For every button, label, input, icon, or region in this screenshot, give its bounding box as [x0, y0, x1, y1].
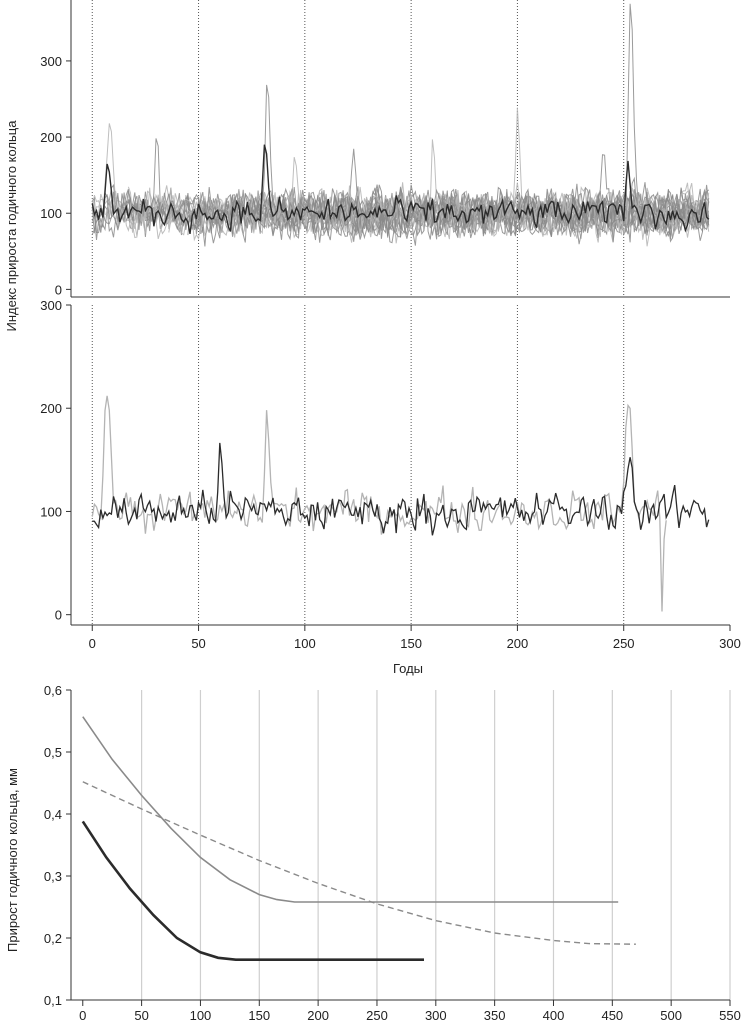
bottom-y-tick-label: 0,5	[44, 745, 62, 760]
lower-series-group	[91, 395, 710, 612]
bottom-curve-solid-gray	[82, 716, 619, 903]
bottom-y-tick-label: 0,4	[44, 807, 62, 822]
bottom-curve-dashed-gray	[82, 781, 636, 945]
lower-y-tick-label: 100	[40, 504, 62, 519]
bottom-x-tick-label: 450	[601, 1008, 623, 1023]
lower-x-tick-label: 50	[191, 636, 205, 651]
bottom-x-tick-label: 300	[425, 1008, 447, 1023]
bottom-x-tick-label: 500	[660, 1008, 682, 1023]
bottom-x-tick-label: 100	[190, 1008, 212, 1023]
lower-x-tick-label: 0	[89, 636, 96, 651]
upper-y-tick-label: 300	[40, 54, 62, 69]
bottom-series-group	[81, 716, 636, 961]
bottom-x-tick-label: 350	[484, 1008, 506, 1023]
upper-individual-series	[251, 189, 710, 244]
lower-x-tick-label: 150	[400, 636, 422, 651]
upper-vertical-lines	[91, 0, 625, 297]
bottom-x-tick-label: 550	[719, 1008, 741, 1023]
bottom-y-tick-label: 0,6	[44, 683, 62, 698]
bottom-panel: 0,1 0,2 0,3 0,4 0,5 0,6 0 50 100 150 200 250 300 350…	[44, 683, 741, 1023]
upper-y-tick-label: 100	[40, 206, 62, 221]
top-x-axis-title: Годы	[393, 661, 423, 676]
top-y-axis-title: Индекс прироста годичного кольца	[4, 120, 19, 332]
bottom-x-tick-label: 250	[366, 1008, 388, 1023]
bottom-y-ticks: 0,1 0,2 0,3 0,4 0,5 0,6	[44, 683, 71, 1008]
lower-x-tick-label: 300	[719, 636, 741, 651]
upper-series-group	[91, 3, 710, 247]
lower-y-ticks: 0 100 200 300	[40, 298, 71, 623]
lower-x-tick-label: 200	[507, 636, 529, 651]
lower-x-tick-label: 250	[613, 636, 635, 651]
lower-x-ticks: 0 50 100 150 200 250 300	[89, 625, 741, 651]
lower-y-tick-label: 200	[40, 401, 62, 416]
bottom-x-tick-label: 200	[307, 1008, 329, 1023]
bottom-y-tick-label: 0,1	[44, 993, 62, 1008]
bottom-vertical-grid	[141, 690, 731, 1000]
bottom-x-tick-label: 0	[79, 1008, 86, 1023]
upper-panel: 0 100 200 300	[40, 0, 730, 298]
bottom-x-tick-label: 50	[134, 1008, 148, 1023]
bottom-curve-solid-thick-dark	[81, 820, 424, 961]
bottom-y-tick-label: 0,3	[44, 869, 62, 884]
lower-x-tick-label: 100	[294, 636, 316, 651]
bottom-x-tick-label: 150	[248, 1008, 270, 1023]
bottom-x-ticks: 0 50 100 150 200 250 300 350 400 450 500 550	[79, 1000, 741, 1023]
lower-series-dark	[92, 442, 710, 536]
upper-y-tick-label: 0	[55, 282, 62, 297]
lower-y-tick-label: 0	[55, 608, 62, 623]
bottom-y-tick-label: 0,2	[44, 931, 62, 946]
lower-panel: 0 100 200 300 0 50 100 150 200 250 300	[40, 298, 741, 651]
bottom-x-tick-label: 400	[543, 1008, 565, 1023]
lower-series-light	[91, 395, 667, 612]
lower-vertical-lines	[91, 305, 625, 625]
bottom-y-axis-title: Прирост годичного кольца, мм	[5, 768, 20, 952]
upper-y-tick-label: 200	[40, 130, 62, 145]
upper-mean-series	[91, 144, 710, 235]
upper-y-ticks: 0 100 200 300	[40, 54, 71, 297]
lower-y-tick-label: 300	[40, 298, 62, 313]
upper-individual-series	[261, 187, 710, 243]
upper-individual-series	[113, 187, 710, 243]
